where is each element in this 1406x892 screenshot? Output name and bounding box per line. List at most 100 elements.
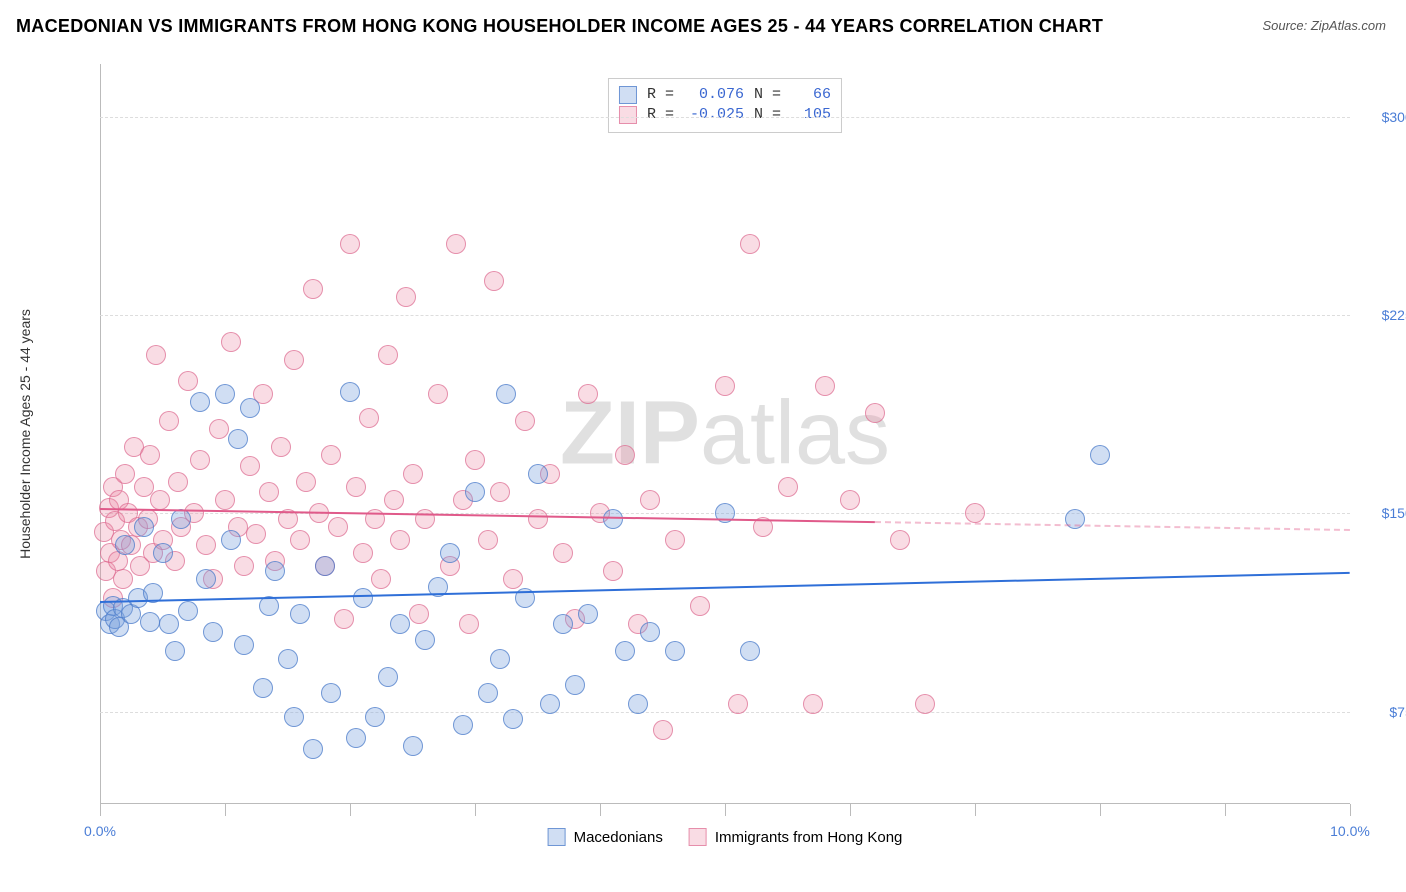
x-tick-mark [100, 804, 101, 816]
correlation-row-a: R = 0.076 N = 66 [619, 85, 831, 105]
data-point [740, 641, 760, 661]
data-point [615, 641, 635, 661]
x-tick-mark [350, 804, 351, 816]
data-point [196, 535, 216, 555]
trend-line-dashed [875, 521, 1350, 531]
data-point [865, 403, 885, 423]
data-point [159, 411, 179, 431]
data-point [178, 371, 198, 391]
x-tick-mark [850, 804, 851, 816]
x-tick-mark [1100, 804, 1101, 816]
data-point [428, 384, 448, 404]
data-point [965, 503, 985, 523]
data-point [240, 456, 260, 476]
data-point [484, 271, 504, 291]
data-point [284, 350, 304, 370]
data-point [346, 728, 366, 748]
data-point [321, 445, 341, 465]
x-tick-mark [600, 804, 601, 816]
data-point [915, 694, 935, 714]
data-point [190, 450, 210, 470]
data-point [440, 543, 460, 563]
data-point [415, 509, 435, 529]
swatch-b-icon [689, 828, 707, 846]
data-point [390, 614, 410, 634]
swatch-a-icon [548, 828, 566, 846]
source-credit: Source: ZipAtlas.com [1262, 18, 1386, 33]
data-point [640, 490, 660, 510]
data-point [321, 683, 341, 703]
data-point [240, 398, 260, 418]
data-point [315, 556, 335, 576]
legend-item-b: Immigrants from Hong Kong [689, 828, 903, 846]
data-point [490, 482, 510, 502]
data-point [840, 490, 860, 510]
data-point [403, 736, 423, 756]
data-point [253, 678, 273, 698]
x-tick-mark [725, 804, 726, 816]
correlation-legend: R = 0.076 N = 66 R = -0.025 N = 105 [608, 78, 842, 133]
data-point [171, 509, 191, 529]
data-point [384, 490, 404, 510]
data-point [328, 517, 348, 537]
data-point [265, 561, 285, 581]
data-point [715, 376, 735, 396]
data-point [528, 509, 548, 529]
x-tick-mark [975, 804, 976, 816]
data-point [553, 614, 573, 634]
data-point [490, 649, 510, 669]
data-point [365, 707, 385, 727]
data-point [446, 234, 466, 254]
data-point [465, 482, 485, 502]
data-point [478, 683, 498, 703]
chart-container: MACEDONIAN VS IMMIGRANTS FROM HONG KONG … [0, 0, 1406, 892]
data-point [303, 739, 323, 759]
data-point [815, 376, 835, 396]
data-point [409, 604, 429, 624]
data-point [665, 530, 685, 550]
data-point [396, 287, 416, 307]
data-point [284, 707, 304, 727]
data-point [340, 382, 360, 402]
data-point [146, 345, 166, 365]
data-point [228, 429, 248, 449]
data-point [234, 556, 254, 576]
data-point [150, 490, 170, 510]
data-point [115, 535, 135, 555]
y-tick-label: $150,000 [1382, 505, 1406, 521]
data-point [334, 609, 354, 629]
data-point [540, 694, 560, 714]
data-point [390, 530, 410, 550]
data-point [740, 234, 760, 254]
gridline-h [100, 315, 1350, 316]
data-point [159, 614, 179, 634]
x-tick-label: 0.0% [84, 823, 116, 839]
x-tick-mark [475, 804, 476, 816]
data-point [528, 464, 548, 484]
data-point [246, 524, 266, 544]
data-point [503, 569, 523, 589]
data-point [803, 694, 823, 714]
data-point [353, 543, 373, 563]
data-point [113, 569, 133, 589]
data-point [115, 464, 135, 484]
data-point [221, 332, 241, 352]
data-point [353, 588, 373, 608]
chart-title: MACEDONIAN VS IMMIGRANTS FROM HONG KONG … [16, 16, 1103, 37]
data-point [296, 472, 316, 492]
plot-region: ZIPatlas R = 0.076 N = 66 R = -0.025 N =… [100, 64, 1350, 804]
data-point [359, 408, 379, 428]
x-tick-label: 10.0% [1330, 823, 1370, 839]
y-axis-label: Householder Income Ages 25 - 44 years [17, 309, 33, 559]
data-point [209, 419, 229, 439]
data-point [503, 709, 523, 729]
y-tick-label: $225,000 [1382, 307, 1406, 323]
data-point [168, 472, 188, 492]
data-point [340, 234, 360, 254]
data-point [553, 543, 573, 563]
swatch-a-icon [619, 86, 637, 104]
data-point [234, 635, 254, 655]
data-point [403, 464, 423, 484]
data-point [478, 530, 498, 550]
data-point [515, 411, 535, 431]
